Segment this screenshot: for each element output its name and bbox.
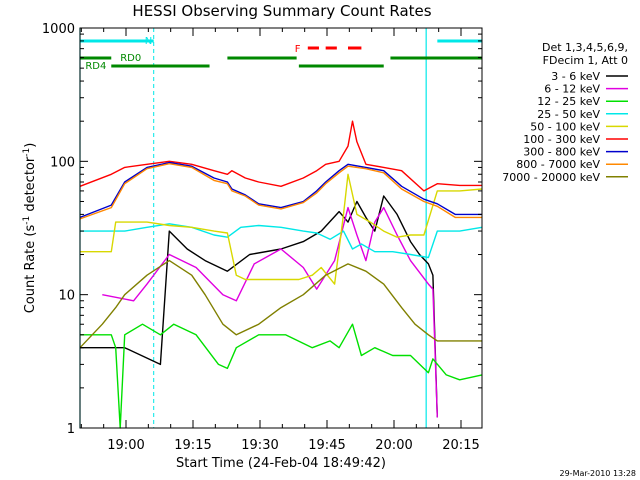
series-line-5 bbox=[79, 120, 482, 192]
x-axis: 19:00 19:15 19:30 19:45 20:00 20:15 bbox=[80, 28, 480, 453]
y-axis-label-sup2: -1 bbox=[22, 148, 32, 157]
plot-area: N RD0 RD4 F bbox=[79, 28, 483, 429]
series-line-7 bbox=[79, 162, 482, 220]
legend-header-line-1: Det 1,3,4,5,6,9, bbox=[542, 41, 628, 54]
x-tick-label-4: 20:00 bbox=[375, 438, 412, 453]
legend-label-1: 6 - 12 keV bbox=[544, 83, 600, 96]
y-tick-label-0: 1 bbox=[67, 422, 75, 437]
y-axis-label-sup1: -1 bbox=[22, 216, 32, 225]
night-label: N bbox=[145, 36, 152, 47]
x-tick-label-0: 19:00 bbox=[107, 438, 144, 453]
y-axis: 1 10 100 1000 bbox=[42, 22, 482, 437]
series-line-4 bbox=[80, 173, 483, 285]
legend-label-0: 3 - 6 keV bbox=[551, 70, 600, 83]
timestamp: 29-Mar-2010 13:28 bbox=[560, 469, 637, 478]
y-axis-label-end: ) bbox=[23, 143, 38, 148]
legend-header-line-2: FDecim 1, Att 0 bbox=[543, 54, 628, 67]
rd4-label: RD4 bbox=[85, 61, 106, 72]
legend-label-2: 12 - 25 keV bbox=[537, 95, 600, 108]
y-tick-label-1: 10 bbox=[58, 289, 75, 304]
rd0-label: RD0 bbox=[120, 53, 141, 64]
legend-label-7: 800 - 7000 keV bbox=[516, 158, 600, 171]
series-line-2 bbox=[80, 323, 483, 429]
y-axis-label-mid: detector bbox=[23, 156, 38, 216]
y-axis-label: Count Rate (s-1 detector-1) bbox=[22, 143, 38, 314]
legend-label-6: 300 - 800 keV bbox=[523, 146, 600, 159]
legend-label-5: 100 - 300 keV bbox=[523, 133, 600, 146]
x-tick-label-1: 19:15 bbox=[174, 438, 211, 453]
series-line-8 bbox=[79, 259, 482, 349]
series-line-1 bbox=[102, 206, 438, 418]
legend-label-3: 25 - 50 keV bbox=[537, 108, 600, 121]
legend-label-4: 50 - 100 keV bbox=[530, 120, 600, 133]
plot-frame bbox=[79, 27, 483, 429]
x-tick-label-5: 20:15 bbox=[442, 438, 479, 453]
y-tick-label-2: 100 bbox=[50, 155, 75, 170]
flare-label: F bbox=[295, 44, 301, 55]
legend-label-8: 7000 - 20000 keV bbox=[502, 171, 600, 184]
x-tick-label-3: 19:45 bbox=[308, 438, 345, 453]
y-tick-label-3: 1000 bbox=[42, 22, 75, 37]
series-line-6 bbox=[79, 161, 482, 219]
series-line-3 bbox=[80, 223, 483, 259]
x-axis-label: Start Time (24-Feb-04 18:49:42) bbox=[176, 456, 386, 471]
x-tick-label-2: 19:30 bbox=[241, 438, 278, 453]
series-line-0 bbox=[80, 195, 438, 418]
y-axis-label-main: Count Rate (s bbox=[23, 225, 38, 314]
legend: Det 1,3,4,5,6,9, FDecim 1, Att 0 3 - 6 k… bbox=[502, 41, 628, 184]
chart-title: HESSI Observing Summary Count Rates bbox=[132, 2, 431, 20]
